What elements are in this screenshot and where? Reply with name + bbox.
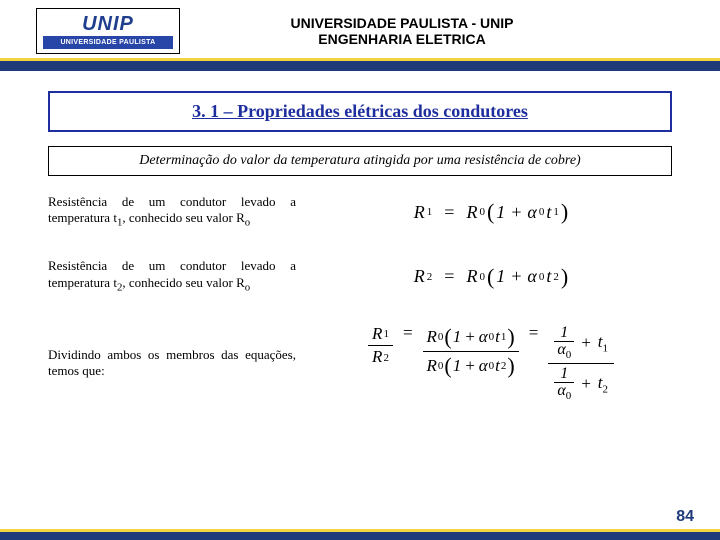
- header: UNIP UNIVERSIDADE PAULISTA UNIVERSIDADE …: [0, 0, 720, 56]
- formula-1: R1 = R0 ( 1 + 0 t1 ): [310, 199, 672, 225]
- row-3: Dividindo ambos os membros das equações,…: [48, 323, 672, 404]
- formula-3: R1 R2 = R0 (1+ 0 t1) R0 (1+ 0 t2): [310, 323, 672, 404]
- section-title: 3. 1 – Propriedades elétricas dos condut…: [192, 101, 528, 121]
- header-line2: ENGENHARIA ELETRICA: [200, 31, 604, 47]
- header-line1: UNIVERSIDADE PAULISTA - UNIP: [200, 15, 604, 31]
- row-1: Resistência de um condutor levado a temp…: [48, 194, 672, 230]
- logo-text: UNIP: [82, 13, 134, 36]
- header-titles: UNIVERSIDADE PAULISTA - UNIP ENGENHARIA …: [200, 15, 684, 47]
- logo-box: UNIP UNIVERSIDADE PAULISTA: [36, 8, 180, 54]
- frac-R1R2: R1 R2: [368, 323, 393, 404]
- frac-middle: R0 (1+ 0 t1) R0 (1+ 0 t2): [423, 323, 519, 404]
- desc-1: Resistência de um condutor levado a temp…: [48, 194, 310, 230]
- frac-right: 1 0 + t1 1 0 + t2: [548, 323, 614, 404]
- desc-3: Dividindo ambos os membros das equações,…: [48, 347, 310, 380]
- formula-2: R2 = R0 ( 1 + 0 t2 ): [310, 264, 672, 290]
- section-title-box: 3. 1 – Propriedades elétricas dos condut…: [48, 91, 672, 132]
- logo-bar: UNIVERSIDADE PAULISTA: [43, 36, 173, 49]
- subtitle-box: Determinação do valor da temperatura ati…: [48, 146, 672, 176]
- desc-2: Resistência de um condutor levado a temp…: [48, 258, 310, 294]
- content: Resistência de um condutor levado a temp…: [0, 176, 720, 404]
- row-2: Resistência de um condutor levado a temp…: [48, 258, 672, 294]
- subtitle: Determinação do valor da temperatura ati…: [139, 153, 580, 168]
- divider-navy: [0, 61, 720, 71]
- page-number: 84: [676, 508, 694, 526]
- footer: [0, 529, 720, 540]
